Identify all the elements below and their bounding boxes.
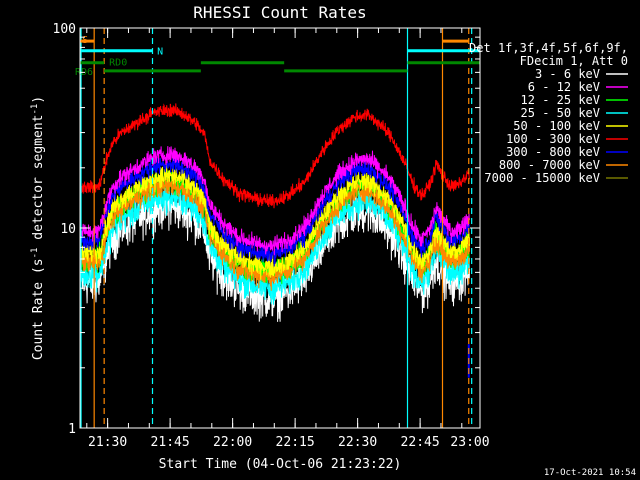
y-axis-label-sup2: -1 (30, 104, 40, 115)
legend-label-5: 100 - 300 keV (506, 132, 600, 146)
legend: Det 1f,3f,4f,5f,6f,9f, FDecim 1, Att 0 3… (469, 41, 628, 185)
y-axis-label: Count Rate (s-1 detector segment-1) (30, 96, 46, 360)
legend-label-3: 25 - 50 keV (521, 106, 600, 120)
y-axis-label-main: Count Rate (s (31, 258, 46, 360)
timestamp: 17-Oct-2021 10:54 (544, 468, 636, 478)
y-tick-label-0: 1 (68, 422, 76, 437)
legend-label-7: 800 - 7000 keV (499, 158, 600, 172)
plot-frame (79, 27, 481, 429)
flag-label-rd0: RD0 (109, 57, 127, 68)
legend-header-line2: FDecim 1, Att 0 (520, 54, 628, 68)
legend-label-2: 12 - 25 keV (521, 93, 600, 107)
x-tick-label-4: 22:30 (338, 435, 377, 450)
y-axis-label-end: ) (31, 96, 46, 104)
series-line-3-6kev (80, 183, 471, 322)
x-tick-label-5: 22:45 (401, 435, 440, 450)
x-axis-label: Start Time (04-Oct-06 21:23:22) (159, 457, 402, 472)
x-tick-label-6: 23:00 (450, 435, 489, 450)
legend-header-line1: Det 1f,3f,4f,5f,6f,9f, (469, 41, 628, 55)
flag-label-s: S (82, 35, 88, 46)
series-line-100-300kev (80, 103, 471, 209)
y-tick-label-2: 100 (53, 22, 76, 37)
series-line-6-12kev (80, 146, 471, 256)
data-layer (80, 103, 471, 378)
legend-label-0: 3 - 6 keV (535, 67, 600, 81)
legend-label-6: 300 - 800 keV (506, 145, 600, 159)
x-tick-label-1: 21:45 (151, 435, 190, 450)
legend-label-4: 50 - 100 keV (513, 119, 600, 133)
flag-label-n: N (157, 47, 163, 58)
chart-title: RHESSI Count Rates (193, 3, 366, 22)
x-tick-label-3: 22:15 (276, 435, 315, 450)
x-tick-label-0: 21:30 (88, 435, 127, 450)
series-line-300-800kev (80, 155, 471, 267)
y-axis-label-sup1: -1 (30, 248, 40, 259)
y-tick-label-1: 10 (60, 222, 76, 237)
y-axis-label-mid: detector segment (31, 115, 46, 248)
x-tick-label-2: 22:00 (213, 435, 252, 450)
legend-label-1: 6 - 12 keV (528, 80, 600, 94)
axis-ticks: 21:30 21:45 22:00 22:15 22:30 22:45 23:00 1 10 10… (53, 22, 490, 450)
series-line-50-100kev (80, 163, 471, 280)
legend-label-8: 7000 - 15000 keV (484, 171, 600, 185)
